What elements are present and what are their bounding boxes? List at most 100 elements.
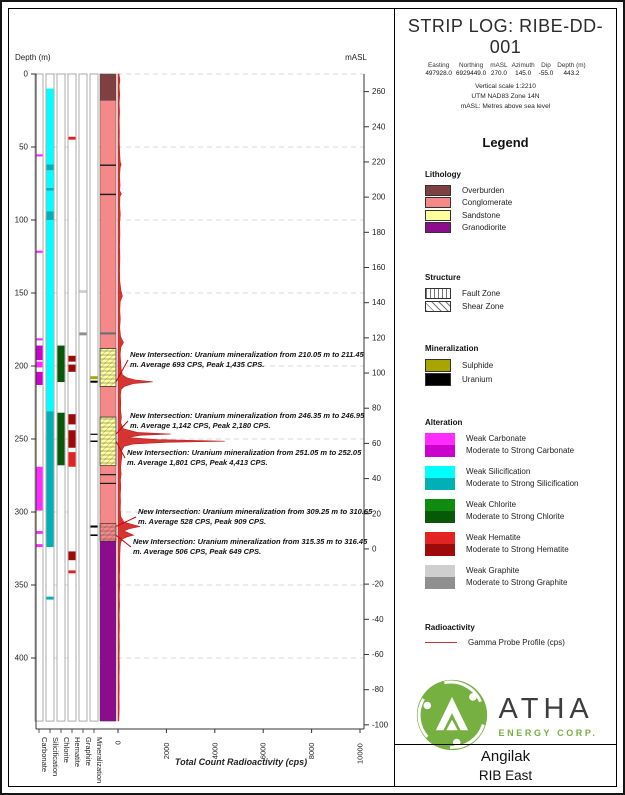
legend-label: Sulphide xyxy=(462,360,494,370)
legend-label: Conglomerate xyxy=(462,198,513,208)
intersection-annotation: New Intersection: Uranium mineralization… xyxy=(130,350,364,369)
gamma-probe-profile xyxy=(117,73,225,722)
content-frame: STRIP LOG: RIBE-DD-001 Easting 497928.0 N… xyxy=(8,8,617,787)
section-heading: Radioactivity xyxy=(425,623,475,633)
legend-item: Weak Graphite Moderate to Strong Graphite xyxy=(425,565,616,590)
svg-text:40: 40 xyxy=(372,474,381,483)
svg-text:120: 120 xyxy=(372,333,386,342)
collar-header: mASL xyxy=(490,62,508,69)
legend-label: Sandstone xyxy=(462,210,501,220)
svg-text:-40: -40 xyxy=(372,615,384,624)
title-block: STRIP LOG: RIBE-DD-001 Easting 497928.0 N… xyxy=(395,9,616,113)
svg-text:Hematite: Hematite xyxy=(73,737,82,767)
track-carbonate xyxy=(34,73,44,722)
legend-label: Weak Chlorite Moderate to Strong Chlorite xyxy=(466,500,565,522)
legend-heading: Legend xyxy=(482,134,529,150)
project-name: Angilak xyxy=(480,748,531,765)
scale-notes: Vertical scale 1:2210 UTM NAD83 Zone 14N… xyxy=(395,82,616,113)
legend-label: Weak Carbonate Moderate to Strong Carbona… xyxy=(466,434,575,456)
legend-item: Fault Zone xyxy=(425,288,616,300)
legend-section-lithology: Lithology Overburden Conglomerate Sandst… xyxy=(425,170,616,234)
lithology-column xyxy=(99,73,117,722)
collar-value: -55.0 xyxy=(538,70,554,77)
section-heading: Mineralization xyxy=(425,343,479,353)
svg-text:60: 60 xyxy=(372,439,381,448)
collar-table: Easting 497928.0 Northing 6929449.0 mASL 27… xyxy=(395,62,616,77)
svg-text:50: 50 xyxy=(19,143,28,152)
project-footer: Angilak RIB East xyxy=(395,744,616,786)
svg-text:-80: -80 xyxy=(372,685,384,694)
legend-label: Weak Graphite Moderate to Strong Graphite xyxy=(466,566,568,588)
annotation-leaders xyxy=(115,359,137,548)
legend-item: Gamma Probe Profile (cps) xyxy=(425,638,616,647)
svg-text:100: 100 xyxy=(372,369,386,378)
legend-item: Conglomerate xyxy=(425,197,616,209)
legend-label: Overburden xyxy=(462,185,505,195)
page-title: STRIP LOG: RIBE-DD-001 xyxy=(407,16,604,57)
svg-text:Mineralization: Mineralization xyxy=(95,737,104,783)
collar-col: Dip -55.0 xyxy=(539,62,554,77)
legend-item: Sulphide xyxy=(425,358,616,372)
section-heading: Structure xyxy=(425,273,461,283)
legend-section-alteration: Alteration Weak Carbonate Moderate to Str… xyxy=(425,418,616,590)
svg-text:4000: 4000 xyxy=(210,743,219,760)
collar-value: 497928.0 xyxy=(425,70,452,77)
intersection-annotation: New Intersection: Uranium mineralization… xyxy=(133,537,368,556)
lithology-swatch xyxy=(425,184,451,196)
collar-value: 270.0 xyxy=(490,70,507,77)
svg-text:mASL: mASL xyxy=(345,53,367,62)
svg-text:150: 150 xyxy=(15,289,29,298)
svg-text:0: 0 xyxy=(114,741,123,745)
lithology-swatch xyxy=(425,222,451,234)
svg-text:260: 260 xyxy=(372,87,386,96)
legend-item: Weak Silicification Moderate to Strong Si… xyxy=(425,466,616,491)
svg-text:100: 100 xyxy=(15,216,29,225)
svg-text:200: 200 xyxy=(15,362,29,371)
logo-text: ATHA ENERGY CORP. xyxy=(499,693,598,738)
svg-text:Carbonate: Carbonate xyxy=(40,737,49,772)
note-line: Vertical scale 1:2210 xyxy=(475,83,536,90)
svg-text:8000: 8000 xyxy=(307,743,316,760)
legend-label: Weak Hematite Moderate to Strong Hematite xyxy=(466,533,569,555)
intersection-annotation: New Intersection: Uranium mineralization… xyxy=(130,411,365,430)
lithology-swatch xyxy=(425,209,451,221)
svg-text:400: 400 xyxy=(15,654,29,663)
svg-text:-100: -100 xyxy=(372,720,389,729)
svg-text:80: 80 xyxy=(372,404,381,413)
collar-col: Depth (m) 443.2 xyxy=(557,62,585,77)
svg-text:300: 300 xyxy=(15,508,29,517)
gamma-line-swatch xyxy=(425,642,457,644)
svg-text:140: 140 xyxy=(372,298,386,307)
section-heading: Lithology xyxy=(425,169,461,179)
track-labels: Carbonate Silicification Chlorite Hematite G… xyxy=(38,729,104,783)
note-line: UTM NAD83 Zone 14N xyxy=(471,93,540,101)
collar-col: Azimuth 145.0 xyxy=(512,62,535,77)
svg-text:200: 200 xyxy=(372,193,386,202)
svg-text:180: 180 xyxy=(372,228,386,237)
uranium-swatch xyxy=(425,373,451,387)
svg-text:350: 350 xyxy=(15,581,29,590)
collar-header: Northing xyxy=(459,62,484,69)
collar-value: 145.0 xyxy=(515,70,532,77)
collar-header: Depth (m) xyxy=(557,62,586,69)
intersection-annotation: New Intersection: Uranium mineralization… xyxy=(127,448,362,467)
track-silicification xyxy=(45,73,55,722)
logo-company-name: ATHA xyxy=(498,692,594,725)
legend-item: Weak Carbonate Moderate to Strong Carbona… xyxy=(425,433,616,458)
legend-item: Uranium xyxy=(425,373,616,387)
fault-zone-swatch xyxy=(425,288,451,300)
legend-item: Weak Hematite Moderate to Strong Hematite xyxy=(425,532,616,557)
collar-col: mASL 270.0 xyxy=(490,62,507,77)
collar-header: Azimuth xyxy=(511,62,535,69)
silicification-alteration-swatch xyxy=(425,466,455,491)
svg-text:Total Count Radioactivity (cps: Total Count Radioactivity (cps) xyxy=(175,757,307,767)
collar-value: 6929449.0 xyxy=(455,70,487,77)
svg-text:Graphite: Graphite xyxy=(84,737,93,766)
svg-text:20: 20 xyxy=(372,509,381,518)
company-logo: ATHA ENERGY CORP. xyxy=(395,677,616,753)
svg-text:Silicification: Silicification xyxy=(51,737,60,776)
legend-label: Granodiorite xyxy=(462,223,507,233)
gamma-axis: 0 2000 4000 6000 8000 10000 Total Count Radioa… xyxy=(36,728,365,767)
legend-label: Fault Zone xyxy=(462,289,501,299)
